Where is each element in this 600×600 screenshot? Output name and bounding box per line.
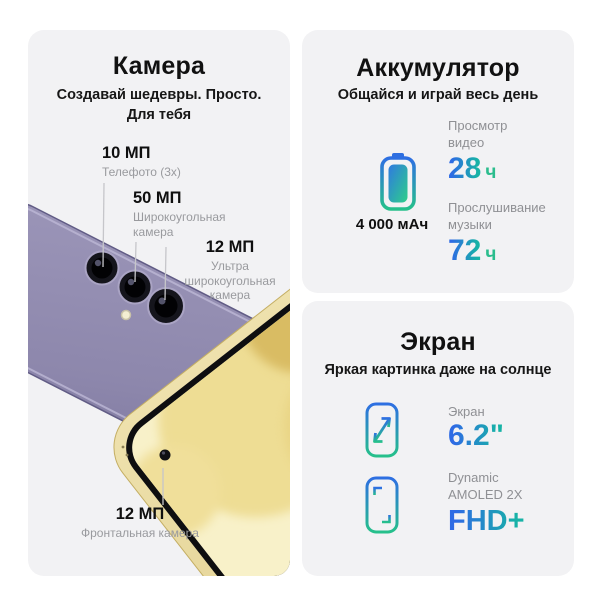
screen-card: Экран Яркая картинка даже на солнце Экра… [302, 301, 574, 576]
display-resolution-value: FHD+ [448, 505, 525, 537]
spec-ultrawide-caption: Ультра широкоугольная камера [184, 259, 276, 303]
music-playback-caption: Прослушивание музыки [448, 200, 546, 232]
spec-front-camera: 12 МП Фронтальная камера [60, 505, 220, 541]
video-hours: 28 [448, 152, 482, 185]
spec-wide: 50 МП Широкоугольная камера [133, 189, 226, 239]
spec-telephoto-value: 10 МП [102, 144, 151, 162]
camera-card: Камера Создавай шедевры. Просто. Для теб… [28, 30, 290, 576]
display-frame-icon [364, 475, 400, 535]
music-playback-value: 72 ч [448, 236, 496, 266]
spec-telephoto: 10 МП Телефото (3x) [102, 144, 181, 180]
screen-size-caption: Экран [448, 404, 485, 419]
screen-size-value: 6.2" [448, 419, 504, 452]
battery-card: Аккумулятор Общайся и играй весь день 4 … [302, 30, 574, 293]
video-hours-unit: ч [485, 162, 497, 183]
music-hours: 72 [448, 234, 482, 267]
flash-dot [120, 309, 132, 321]
battery-subtitle: Общайся и играй весь день [337, 87, 539, 103]
screen-subtitle: Яркая картинка даже на солнце [324, 362, 552, 378]
video-playback-caption: Просмотр видео [448, 118, 508, 150]
battery-capacity: 4 000 мАч [355, 216, 429, 233]
display-type-caption: Dynamic AMOLED 2X [448, 470, 523, 502]
spec-front-camera-value: 12 МП [115, 505, 165, 523]
video-playback-value: 28 ч [448, 154, 496, 184]
phones-illustration [28, 182, 290, 576]
battery-title: Аккумулятор [356, 54, 520, 82]
spec-ultrawide: 12 МП Ультра широкоугольная камера [172, 238, 288, 303]
spec-wide-caption: Широкоугольная камера [133, 210, 226, 239]
music-hours-unit: ч [485, 244, 497, 265]
camera-title: Камера [112, 52, 206, 80]
spec-telephoto-caption: Телефото (3x) [102, 165, 181, 179]
screen-title: Экран [400, 328, 476, 356]
screen-expand-icon [364, 401, 400, 459]
callout-lines [102, 182, 167, 505]
spec-front-camera-caption: Фронтальная камера [81, 526, 199, 540]
front-camera-dot [159, 449, 171, 461]
spec-wide-value: 50 МП [133, 189, 182, 207]
battery-icon [378, 152, 418, 212]
spec-ultrawide-value: 12 МП [205, 238, 255, 256]
camera-subtitle: Создавай шедевры. Просто. Для тебя [56, 87, 262, 123]
